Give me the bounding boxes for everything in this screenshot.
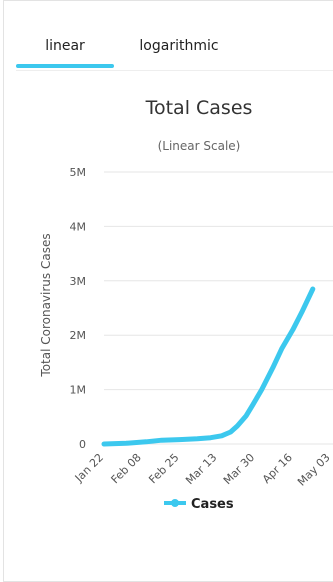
x-tick-labels: Jan 22 Feb 08 Feb 25 Mar 13 Mar 30 Apr 16 May … [72,451,333,489]
legend-label-cases: Cases [191,497,234,512]
y-tick-label: 4M [70,220,87,233]
tab-logarithmic-label: logarithmic [139,38,219,54]
tab-logarithmic[interactable]: logarithmic [114,34,244,68]
x-tick-label: Mar 13 [183,451,219,487]
y-axis-label: Total Coronavirus Cases [39,233,53,377]
y-tick-label: 1M [70,384,87,397]
series-lines [101,286,316,447]
y-tick-label: 3M [70,275,87,288]
x-tick-label: May 03 [295,451,333,489]
x-tick-label: Feb 25 [146,451,181,486]
tab-linear-label: linear [45,38,85,54]
grid-lines [104,171,333,445]
chart-title: Total Cases [145,97,253,119]
legend[interactable]: Cases [164,497,234,512]
x-tick-label: Jan 22 [72,451,106,485]
chart-subtitle: (Linear Scale) [158,139,241,153]
scale-tabs: linear logarithmic [16,34,333,70]
y-tick-label: 5M [70,166,87,179]
chart-panel [3,0,333,582]
x-tick-label: Apr 16 [260,451,295,486]
active-tab-indicator [16,64,114,68]
tabs-divider [16,70,333,71]
x-tick-label: Mar 30 [221,451,257,487]
y-tick-label: 0 [79,438,86,451]
x-tick-label: Feb 08 [109,451,144,486]
legend-swatch-marker [171,499,179,507]
tab-linear[interactable]: linear [16,34,114,68]
y-tick-labels: 0 1M 2M 3M 4M 5M [70,166,87,451]
series-line-cases[interactable] [101,286,316,447]
y-tick-label: 2M [70,329,87,342]
